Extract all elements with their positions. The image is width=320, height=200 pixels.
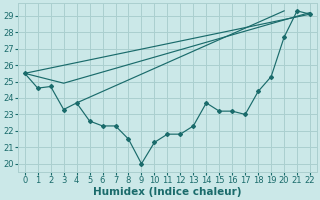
X-axis label: Humidex (Indice chaleur): Humidex (Indice chaleur) <box>93 187 242 197</box>
